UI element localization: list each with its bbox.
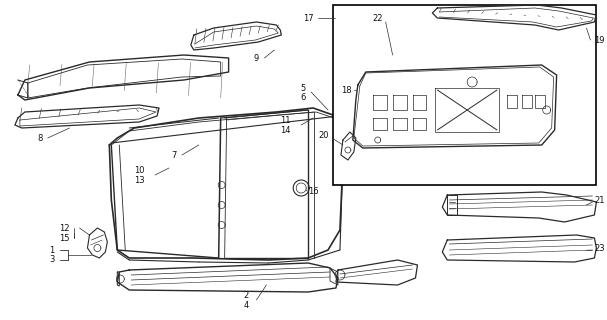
Text: 2: 2 <box>244 292 249 300</box>
Text: 14: 14 <box>280 125 291 134</box>
Text: 23: 23 <box>594 244 605 252</box>
Text: 3: 3 <box>49 255 55 265</box>
Text: 18: 18 <box>341 85 351 94</box>
Text: 1: 1 <box>49 245 54 254</box>
Text: 7: 7 <box>171 150 177 159</box>
Text: 8: 8 <box>37 133 42 142</box>
Text: 12: 12 <box>59 223 70 233</box>
Bar <box>333 5 597 185</box>
Text: 11: 11 <box>280 116 291 124</box>
Text: 20: 20 <box>319 131 329 140</box>
Text: 9: 9 <box>254 53 259 62</box>
Text: 19: 19 <box>594 36 605 44</box>
Text: 4: 4 <box>244 301 249 310</box>
Text: 6: 6 <box>300 92 306 101</box>
Text: 10: 10 <box>134 165 144 174</box>
Text: 16: 16 <box>308 187 319 196</box>
Text: 22: 22 <box>373 13 383 22</box>
Text: 13: 13 <box>134 175 144 185</box>
Text: 15: 15 <box>59 234 70 243</box>
Text: 5: 5 <box>300 84 306 92</box>
Text: 17: 17 <box>303 13 313 22</box>
Text: 21: 21 <box>594 196 605 204</box>
